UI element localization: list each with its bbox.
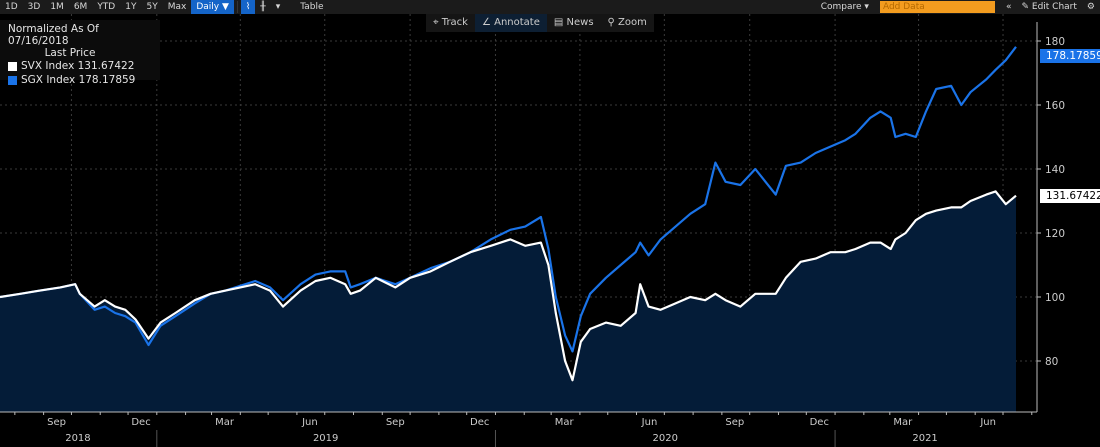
more-dropdown-icon[interactable]: ▾ xyxy=(275,2,281,12)
legend-label: SGX Index 178.17859 xyxy=(21,74,136,86)
annotate-button[interactable]: ∠ Annotate xyxy=(474,14,547,32)
chart-subtoolbar: ⌖ Track ∠ Annotate ▤ News ⚲ Zoom xyxy=(426,14,654,32)
legend-item-sgx[interactable]: SGX Index 178.17859 xyxy=(0,73,160,87)
y-tick-label: 180 xyxy=(1045,36,1065,48)
legend-title: Normalized As Of 07/16/2018 xyxy=(8,23,99,47)
divider xyxy=(236,1,238,13)
x-month-label: Sep xyxy=(386,417,405,428)
frequency-dropdown[interactable]: Daily ▼ xyxy=(191,0,234,14)
x-month-label: Sep xyxy=(47,417,66,428)
range-5y[interactable]: 5Y xyxy=(146,2,158,12)
range-6m[interactable]: 6M xyxy=(73,2,88,12)
range-max[interactable]: Max xyxy=(167,2,187,12)
gear-icon[interactable]: ⚙ xyxy=(1086,2,1095,12)
svx-last-price-callout: 131.67422 xyxy=(1040,189,1100,203)
sgx-swatch xyxy=(8,75,17,85)
y-tick-label: 140 xyxy=(1045,164,1065,176)
x-year-label: 2020 xyxy=(653,433,678,444)
x-month-label: Mar xyxy=(555,417,575,428)
y-tick-label: 160 xyxy=(1045,100,1065,112)
x-month-label: Dec xyxy=(470,417,489,428)
svx-area-fill xyxy=(0,191,1016,412)
track-button[interactable]: ⌖ Track xyxy=(433,17,468,28)
news-button[interactable]: ▤ News xyxy=(553,17,594,28)
range-1d[interactable]: 1D xyxy=(5,2,18,12)
edit-chart-button[interactable]: ✎ Edit Chart xyxy=(1021,2,1077,12)
add-data-input[interactable]: Add Data xyxy=(879,1,995,13)
x-month-label: Mar xyxy=(893,417,913,428)
x-year-label: 2021 xyxy=(912,433,937,444)
x-year-label: 2019 xyxy=(313,433,338,444)
bar-chart-icon[interactable]: ╫ xyxy=(260,2,266,12)
legend: Normalized As Of 07/16/2018 Last Price S… xyxy=(0,20,160,86)
chart-toolbar: 1D 3D 1M 6M YTD 1Y 5Y Max Daily ▼ ⌇ ╫ ▾ … xyxy=(0,0,1100,14)
x-year-label: 2018 xyxy=(65,433,90,444)
x-month-label: Sep xyxy=(725,417,744,428)
compare-dropdown[interactable]: Compare ▾ xyxy=(820,2,869,12)
legend-subtitle: Last Price xyxy=(44,47,96,59)
collapse-icon[interactable]: « xyxy=(1005,2,1012,12)
x-month-label: Jun xyxy=(979,417,996,428)
range-1m[interactable]: 1M xyxy=(50,2,64,12)
zoom-button[interactable]: ⚲ Zoom xyxy=(607,17,647,28)
sgx-last-price-callout: 178.17859 xyxy=(1040,49,1100,63)
x-month-label: Dec xyxy=(131,417,150,428)
x-month-label: Jun xyxy=(301,417,318,428)
line-chart-icon[interactable]: ⌇ xyxy=(240,0,256,14)
table-button[interactable]: Table xyxy=(300,2,324,12)
legend-item-svx[interactable]: SVX Index 131.67422 xyxy=(0,59,160,73)
range-ytd[interactable]: YTD xyxy=(97,2,116,12)
svx-swatch xyxy=(8,61,17,71)
range-1y[interactable]: 1Y xyxy=(125,2,137,12)
legend-label: SVX Index 131.67422 xyxy=(21,60,135,72)
y-tick-label: 80 xyxy=(1045,356,1058,368)
y-tick-label: 120 xyxy=(1045,228,1065,240)
range-3d[interactable]: 3D xyxy=(27,2,41,12)
x-month-label: Mar xyxy=(215,417,235,428)
x-month-label: Dec xyxy=(810,417,829,428)
y-tick-label: 100 xyxy=(1045,292,1065,304)
x-month-label: Jun xyxy=(641,417,658,428)
